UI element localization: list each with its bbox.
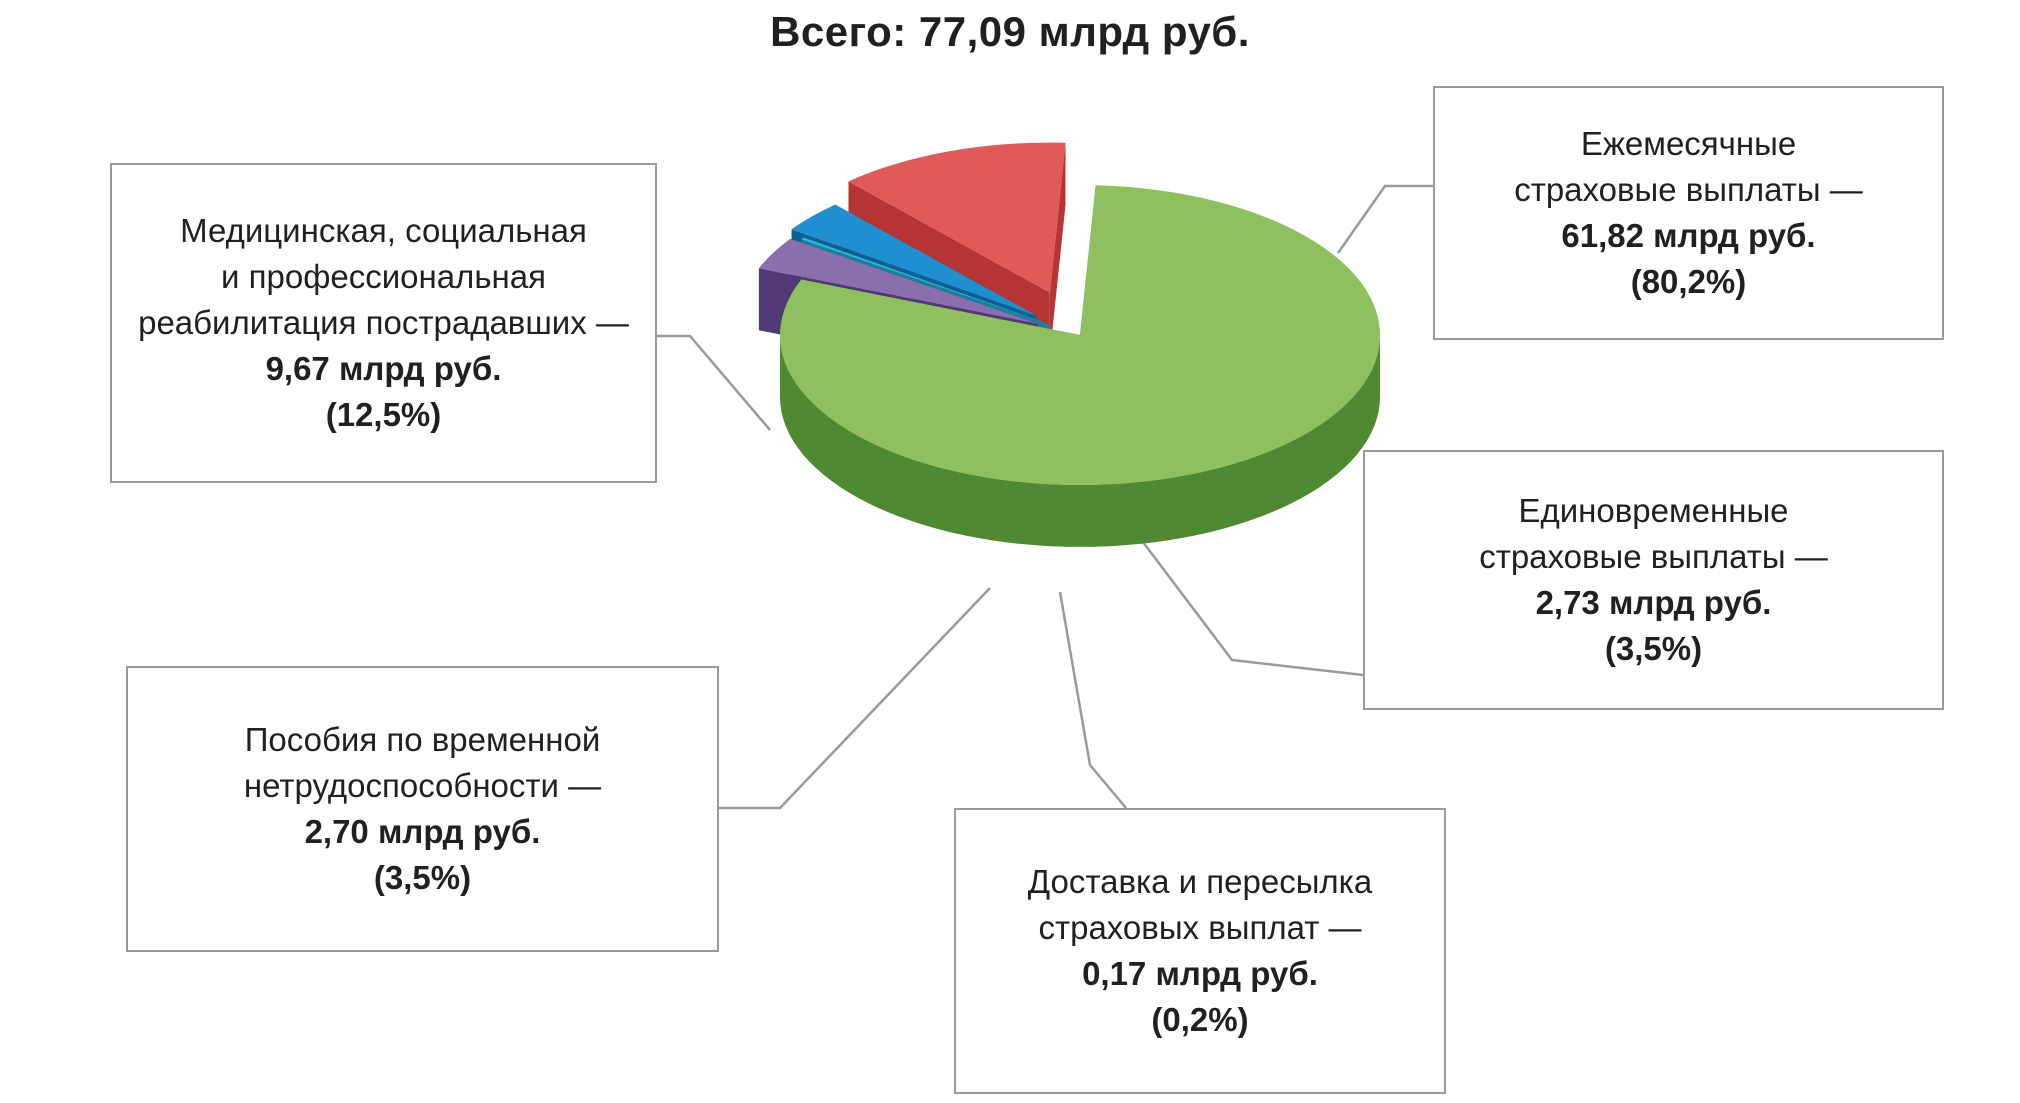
slice-percent-lump: (3,5%) xyxy=(1604,630,1703,667)
slice-label-medical-3: реабилитация пострадавших — xyxy=(138,304,629,341)
slice-value-delivery: 0,17 млрд руб. xyxy=(1082,955,1318,992)
leader-line-monthly xyxy=(1336,184,1433,254)
slice-label-monthly-2: страховые выплаты — xyxy=(1514,171,1863,208)
slice-top-delivery xyxy=(801,237,1049,325)
callout-lump: Единовременные страховые выплаты — 2,73 … xyxy=(1363,450,1944,710)
slice-top-lump xyxy=(758,238,1038,324)
slice-label-delivery-2: страховых выплат — xyxy=(1038,909,1362,946)
slice-side-medical-1 xyxy=(1049,142,1066,355)
leader-line-medical xyxy=(657,334,771,431)
pie-slice-monthly xyxy=(780,185,1381,547)
slice-label-delivery-1: Доставка и пересылка xyxy=(1027,863,1373,900)
leader-line-delivery xyxy=(1058,591,1127,809)
slice-value-temp: 2,70 млрд руб. xyxy=(304,813,541,850)
leader-line-temp xyxy=(719,587,991,810)
chart-title: Всего: 77,09 млрд руб. xyxy=(770,8,1250,55)
slice-top-monthly xyxy=(780,185,1381,485)
slice-label-monthly-1: Ежемесячные xyxy=(1580,125,1797,162)
slice-percent-temp: (3,5%) xyxy=(373,859,472,896)
slice-top-medical xyxy=(848,142,1066,293)
slice-percent-delivery: (0,2%) xyxy=(1151,1001,1249,1038)
slice-top-temp xyxy=(791,204,1037,316)
slice-label-lump-2: страховые выплаты — xyxy=(1479,538,1828,575)
slice-percent-medical: (12,5%) xyxy=(325,396,442,433)
callout-temp: Пособия по временной нетрудоспособности … xyxy=(126,666,719,952)
slice-label-medical-2: и профессиональная xyxy=(221,258,546,295)
slice-percent-monthly: (80,2%) xyxy=(1630,263,1747,300)
slice-wall-monthly xyxy=(780,335,1380,547)
slice-label-medical-1: Медицинская, социальная xyxy=(180,212,587,249)
slice-label-temp-2: нетрудоспособности — xyxy=(243,767,602,804)
slice-label-lump-1: Единовременные xyxy=(1518,492,1789,529)
callout-medical: Медицинская, социальная и профессиональн… xyxy=(110,163,657,483)
slice-value-monthly: 61,82 млрд руб. xyxy=(1561,217,1816,254)
slice-value-lump: 2,73 млрд руб. xyxy=(1535,584,1772,621)
callout-monthly: Ежемесячные страховые выплаты — 61,82 мл… xyxy=(1433,86,1944,340)
leader-line-lump xyxy=(1114,504,1364,677)
slice-label-temp-1: Пособия по временной xyxy=(244,721,601,758)
callout-delivery: Доставка и пересылка страховых выплат — … xyxy=(954,808,1446,1094)
slice-value-medical: 9,67 млрд руб. xyxy=(265,350,502,387)
